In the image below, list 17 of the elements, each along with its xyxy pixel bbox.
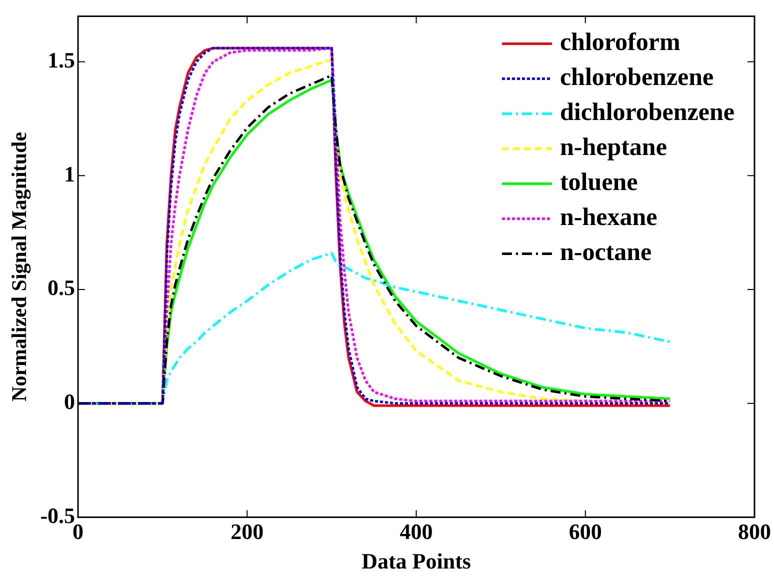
y-axis-title: Normalized Signal Magnitude — [7, 132, 32, 402]
y-tick-label: 1.5 — [48, 47, 76, 72]
legend-label: chloroform — [560, 29, 680, 56]
y-tick-label: 0 — [64, 389, 76, 414]
x-tick-label: 400 — [400, 519, 433, 544]
legend-label: n-hexane — [560, 204, 658, 232]
legend-label: n-heptane — [560, 134, 667, 162]
x-tick-label: 200 — [230, 519, 264, 544]
x-tick-label: 600 — [568, 519, 602, 544]
x-axis-title: Data Points — [362, 548, 472, 574]
legend-label: dichlorobenzene — [560, 99, 735, 126]
legend-label: chlorobenzene — [560, 64, 714, 92]
y-tick-label: 0.5 — [48, 275, 76, 300]
x-tick-label: 800 — [738, 519, 771, 544]
y-tick-label: 1 — [64, 161, 76, 186]
legend-label: toluene — [560, 169, 638, 196]
legend-label: n-octane — [560, 239, 652, 266]
